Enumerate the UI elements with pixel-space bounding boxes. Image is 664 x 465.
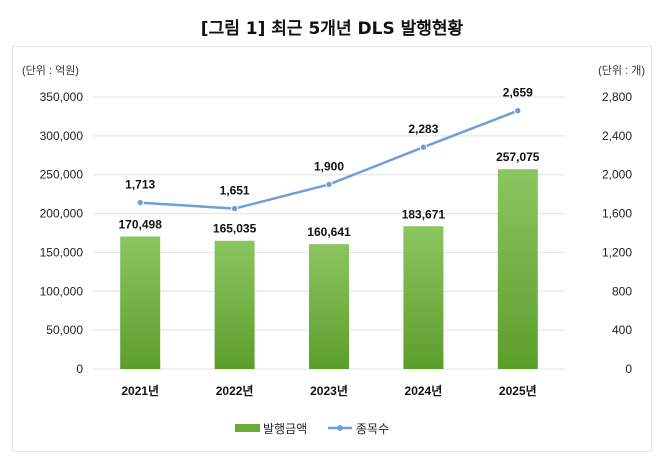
bar-value-label: 170,498 — [119, 217, 163, 231]
right-tick-label: 1,200 — [602, 245, 632, 259]
legend-line-marker — [337, 425, 343, 431]
left-tick-label: 150,000 — [40, 245, 84, 259]
line-point — [136, 198, 144, 207]
category-label: 2021년 — [121, 384, 159, 398]
bar-value-label: 183,671 — [402, 207, 446, 221]
line-value-label: 1,713 — [125, 178, 155, 192]
bar-value-label: 257,075 — [496, 150, 540, 164]
category-label: 2025년 — [499, 384, 537, 398]
right-tick-label: 2,000 — [602, 168, 632, 182]
right-tick-label: 0 — [625, 362, 632, 376]
right-tick-label: 800 — [612, 284, 632, 298]
left-tick-label: 100,000 — [40, 284, 84, 298]
left-tick-label: 350,000 — [40, 90, 84, 104]
legend-bar-swatch — [235, 424, 260, 432]
line-value-label: 1,651 — [220, 184, 250, 198]
right-tick-label: 2,400 — [602, 129, 632, 143]
left-tick-label: 300,000 — [40, 129, 84, 143]
bar — [214, 240, 255, 369]
left-tick-label: 0 — [76, 362, 83, 376]
legend-line-label: 종목수 — [356, 422, 389, 436]
line-point — [325, 180, 333, 189]
right-tick-label: 2,800 — [602, 90, 632, 104]
category-label: 2022년 — [216, 384, 254, 398]
line-value-label: 2,283 — [408, 122, 438, 136]
left-tick-label: 50,000 — [46, 323, 83, 337]
line-point — [419, 143, 428, 151]
line-point — [230, 204, 239, 213]
left-tick-label: 250,000 — [40, 168, 84, 182]
right-tick-label: 400 — [612, 323, 632, 337]
left-tick-label: 200,000 — [40, 207, 84, 221]
chart-title: [그림 1] 최근 5개년 DLS 발행현황 — [200, 19, 464, 39]
line-point — [514, 106, 522, 115]
bar — [309, 244, 349, 369]
bar — [403, 226, 444, 369]
line-value-label: 1,900 — [314, 159, 344, 173]
category-label: 2023년 — [310, 384, 348, 398]
line-value-label: 2,659 — [503, 86, 533, 100]
bar — [120, 236, 161, 369]
bar — [497, 169, 538, 369]
right-axis-unit: (단위 : 개) — [598, 64, 645, 77]
legend-bar-label: 발행금액 — [263, 421, 307, 436]
category-label: 2024년 — [405, 384, 443, 398]
bar-value-label: 165,035 — [213, 222, 257, 236]
left-axis-unit: (단위 : 억원) — [22, 64, 79, 77]
chart-frame — [12, 46, 652, 452]
bar-value-label: 160,641 — [307, 225, 351, 239]
right-tick-label: 1,600 — [602, 207, 632, 221]
